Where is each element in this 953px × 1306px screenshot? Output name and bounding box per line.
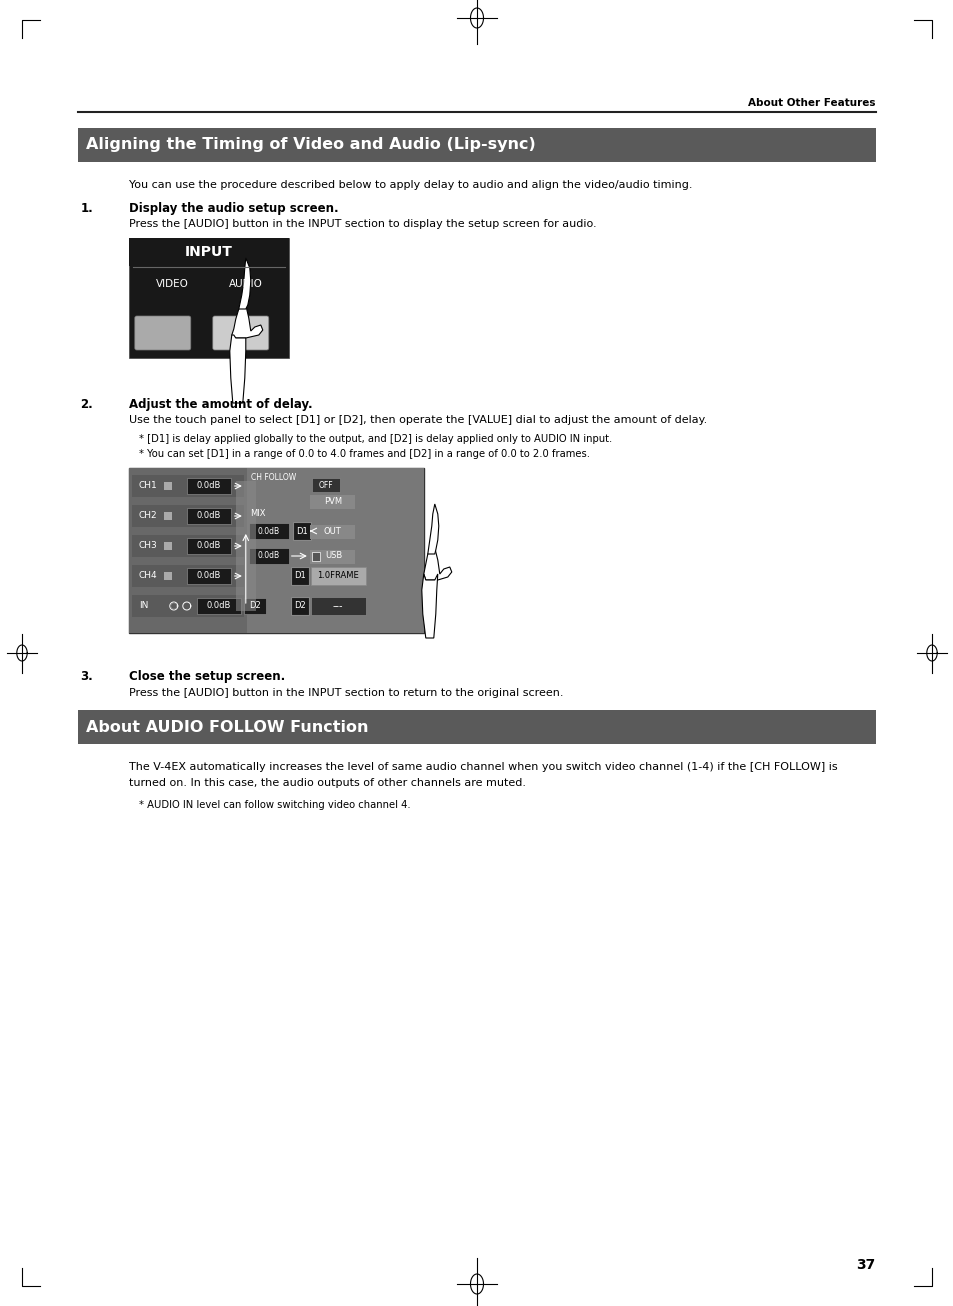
Text: USB: USB	[325, 551, 342, 560]
Bar	[311, 567, 365, 585]
Bar	[187, 568, 231, 584]
Bar	[187, 478, 231, 494]
FancyBboxPatch shape	[213, 316, 269, 350]
Bar	[129, 238, 289, 358]
Bar	[249, 522, 289, 539]
Text: 0.0dB: 0.0dB	[196, 512, 221, 521]
Text: CH1: CH1	[138, 482, 157, 491]
Polygon shape	[421, 575, 437, 639]
Polygon shape	[230, 336, 246, 404]
Bar	[132, 565, 244, 586]
Text: 0.0dB: 0.0dB	[257, 551, 279, 560]
Text: INPUT: INPUT	[185, 246, 233, 259]
Bar	[78, 128, 875, 162]
Text: D1: D1	[294, 572, 305, 580]
Text: CH4: CH4	[138, 572, 157, 580]
Bar	[249, 549, 289, 564]
Bar	[164, 512, 172, 520]
Text: CH2: CH2	[138, 512, 157, 521]
Bar	[291, 597, 309, 615]
Text: * AUDIO IN level can follow switching video channel 4.: * AUDIO IN level can follow switching vi…	[138, 801, 410, 810]
Text: IN: IN	[138, 602, 148, 610]
Bar	[132, 475, 244, 498]
Bar	[196, 598, 240, 614]
Text: D2: D2	[249, 602, 260, 610]
Bar	[132, 535, 244, 556]
Text: AUDIO: AUDIO	[229, 279, 262, 289]
Text: VIDEO: VIDEO	[155, 279, 189, 289]
Text: ---: ---	[333, 601, 343, 611]
Bar	[235, 481, 255, 611]
Bar	[129, 238, 289, 266]
Text: 1.0FRAME: 1.0FRAME	[316, 572, 358, 580]
Bar	[306, 468, 423, 633]
Bar	[132, 505, 244, 528]
Bar	[187, 538, 231, 554]
Text: Press the [AUDIO] button in the INPUT section to display the setup screen for au: Press the [AUDIO] button in the INPUT se…	[129, 219, 596, 229]
Bar	[312, 552, 319, 562]
Text: 0.0dB: 0.0dB	[196, 482, 221, 491]
Bar	[164, 542, 172, 550]
FancyBboxPatch shape	[134, 316, 191, 350]
Text: CH3: CH3	[138, 542, 157, 551]
Text: Display the audio setup screen.: Display the audio setup screen.	[129, 202, 338, 215]
Text: The V-4EX automatically increases the level of same audio channel when you switc: The V-4EX automatically increases the le…	[129, 761, 837, 772]
Text: Adjust the amount of delay.: Adjust the amount of delay.	[129, 398, 312, 411]
Text: Use the touch panel to select [D1] or [D2], then operate the [VALUE] dial to adj: Use the touch panel to select [D1] or [D…	[129, 415, 706, 424]
Bar	[291, 567, 309, 585]
Text: 2.: 2.	[80, 398, 92, 411]
Bar	[164, 572, 172, 580]
Bar	[187, 508, 231, 524]
Bar	[164, 482, 172, 490]
Bar	[247, 468, 306, 633]
Polygon shape	[427, 504, 438, 554]
Text: 37: 37	[856, 1258, 875, 1272]
Polygon shape	[238, 259, 251, 310]
Text: 0.0dB: 0.0dB	[196, 542, 221, 551]
Bar	[312, 478, 339, 492]
Bar	[310, 495, 355, 509]
Bar	[311, 597, 365, 615]
Bar	[244, 598, 266, 614]
Text: 0.0dB: 0.0dB	[207, 602, 231, 610]
Text: CH FOLLOW: CH FOLLOW	[251, 474, 295, 482]
Text: OFF: OFF	[318, 482, 333, 491]
Text: 0.0dB: 0.0dB	[196, 572, 221, 580]
Text: PVM: PVM	[323, 496, 341, 505]
Text: MIX: MIX	[250, 509, 265, 518]
Bar	[132, 596, 244, 616]
Text: 3.: 3.	[80, 670, 92, 683]
Text: OUT: OUT	[324, 526, 341, 535]
Text: About Other Features: About Other Features	[747, 98, 875, 108]
Text: D2: D2	[294, 602, 305, 610]
Bar	[129, 468, 423, 633]
Text: Close the setup screen.: Close the setup screen.	[129, 670, 285, 683]
Text: Aligning the Timing of Video and Audio (Lip-sync): Aligning the Timing of Video and Audio (…	[86, 137, 536, 153]
Bar	[310, 550, 355, 564]
Bar	[293, 522, 311, 539]
Text: Press the [AUDIO] button in the INPUT section to return to the original screen.: Press the [AUDIO] button in the INPUT se…	[129, 688, 562, 697]
Bar	[310, 525, 355, 539]
Polygon shape	[232, 306, 262, 338]
Text: 0.0dB: 0.0dB	[257, 526, 279, 535]
Bar	[129, 468, 247, 633]
Text: About AUDIO FOLLOW Function: About AUDIO FOLLOW Function	[86, 720, 369, 734]
Text: * [D1] is delay applied globally to the output, and [D2] is delay applied only t: * [D1] is delay applied globally to the …	[138, 434, 612, 444]
Text: * You can set [D1] in a range of 0.0 to 4.0 frames and [D2] in a range of 0.0 to: * You can set [D1] in a range of 0.0 to …	[138, 449, 589, 458]
Bar	[78, 710, 875, 744]
Text: 1.: 1.	[80, 202, 92, 215]
Text: D1: D1	[295, 526, 307, 535]
Text: You can use the procedure described below to apply delay to audio and align the : You can use the procedure described belo…	[129, 180, 692, 189]
Polygon shape	[423, 549, 452, 580]
Text: turned on. In this case, the audio outputs of other channels are muted.: turned on. In this case, the audio outpu…	[129, 778, 525, 788]
